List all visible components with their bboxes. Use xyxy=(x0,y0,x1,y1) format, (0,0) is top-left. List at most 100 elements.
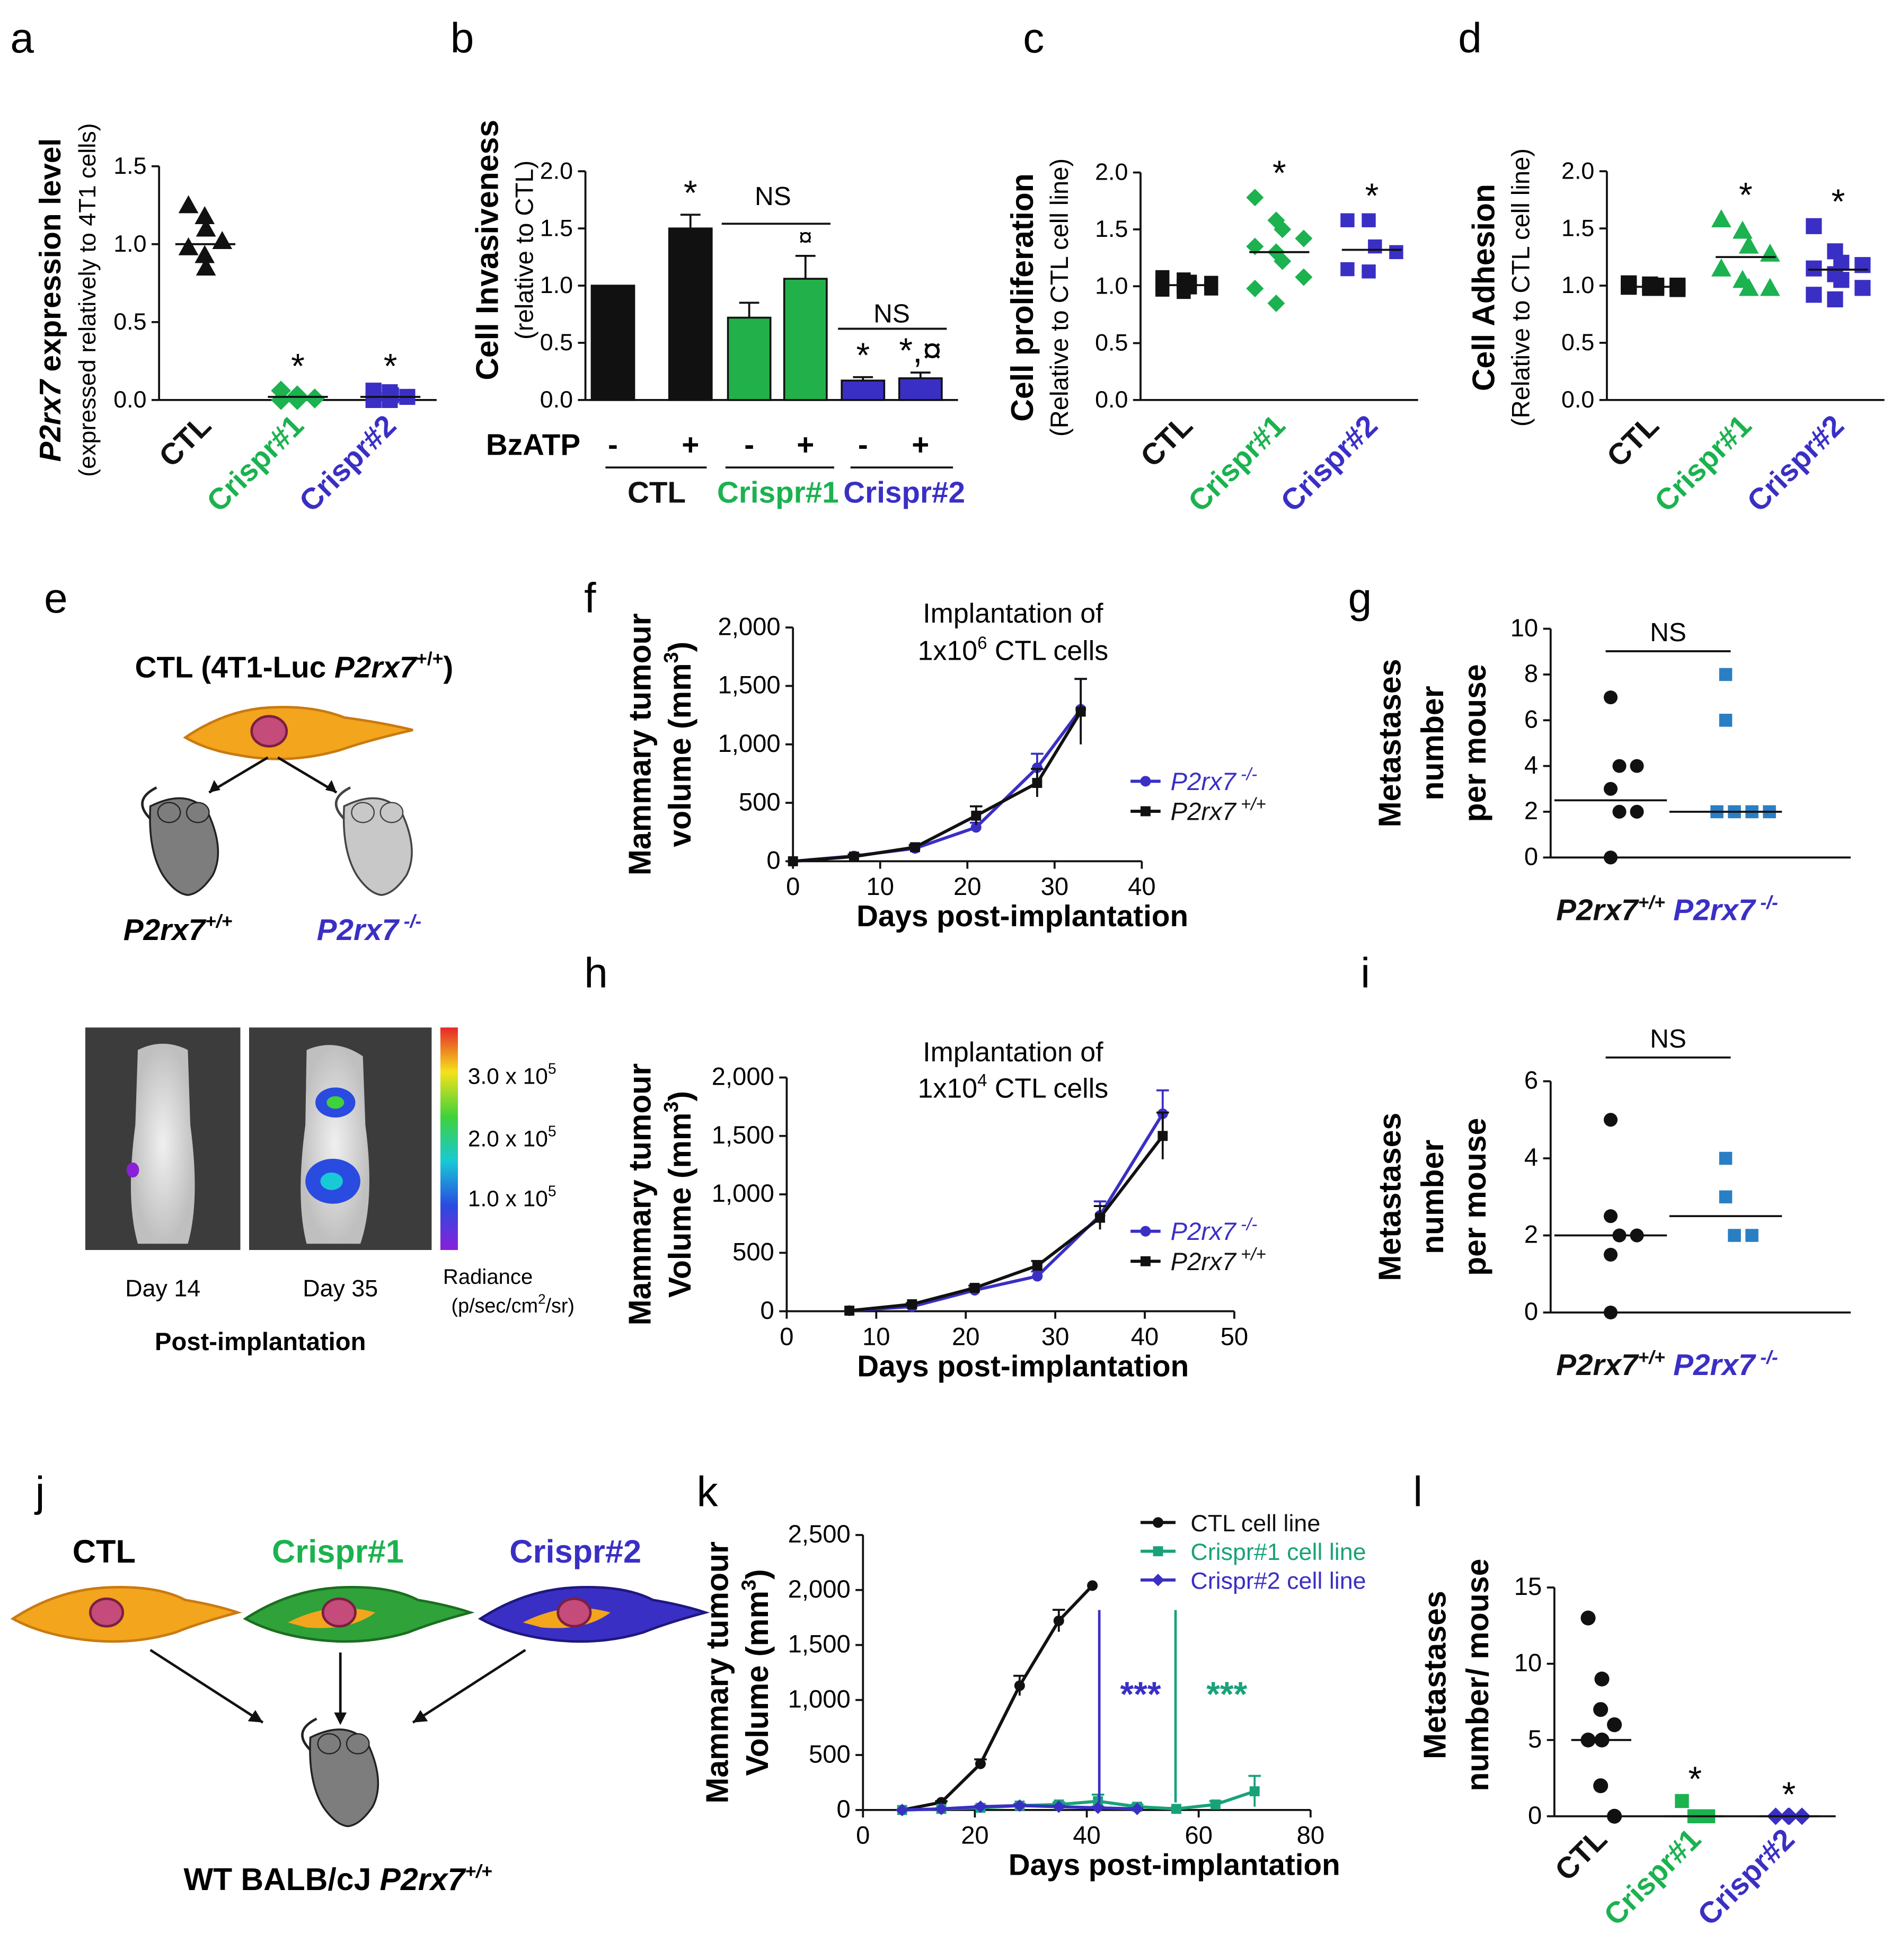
data-point xyxy=(195,206,215,224)
legend-marker xyxy=(1141,806,1151,817)
data-point xyxy=(1612,759,1627,773)
chart-i: Metastases number per mouse 0 2 4 6 P2rx7+/+ P2r… xyxy=(1373,1024,1851,1381)
bar xyxy=(727,316,772,401)
data-point xyxy=(1833,272,1850,288)
significance-star: * xyxy=(1782,1775,1796,1814)
y-tick-label: 0.0 xyxy=(113,386,146,413)
panel-label-g: g xyxy=(1348,574,1372,622)
annotation: Implantation of xyxy=(923,1036,1103,1067)
y-tick-label: 2.0 xyxy=(540,157,573,184)
scale-label-1: 1.0 x 105 xyxy=(468,1183,556,1211)
data-point xyxy=(1052,1800,1065,1813)
panel-label-c: c xyxy=(1023,14,1044,61)
legend-marker xyxy=(1141,1256,1151,1266)
legend-label: Crispr#1 cell line xyxy=(1190,1539,1366,1565)
significance-label: *** xyxy=(1120,1674,1161,1714)
data-point xyxy=(1738,278,1759,296)
group-label: Crispr#1 xyxy=(717,475,839,509)
data-point xyxy=(195,245,215,263)
data-point xyxy=(1603,782,1618,796)
y-tick-label: 2 xyxy=(1524,1220,1538,1248)
y-tick-label: 6 xyxy=(1524,1066,1538,1094)
x-tick-label: 20 xyxy=(952,1322,979,1350)
treatment-sign: - xyxy=(858,428,868,462)
post-implantation-label: Post-implantation xyxy=(155,1327,366,1355)
data-point xyxy=(844,1306,855,1316)
y-axis-subtitle: per mouse xyxy=(1458,1118,1492,1276)
y-tick-label: 2 xyxy=(1524,796,1538,824)
x-tick-label: 60 xyxy=(1185,1821,1212,1849)
data-point xyxy=(1267,294,1285,312)
treatment-sign: - xyxy=(608,428,618,462)
data-point xyxy=(849,852,859,862)
y-axis-subtitle: number xyxy=(1416,1140,1450,1254)
day35-label: Day 35 xyxy=(303,1275,378,1301)
y-tick-label: 0 xyxy=(1524,842,1538,870)
y-tick-label: 2,000 xyxy=(712,1062,774,1090)
radiance-units: (p/sec/cm2/sr) xyxy=(452,1292,575,1317)
data-point xyxy=(1648,280,1665,296)
data-point xyxy=(910,842,920,853)
y-tick-label: 1.5 xyxy=(113,153,146,179)
series-line xyxy=(902,1584,1094,1812)
series-line xyxy=(849,1134,1164,1312)
series-line xyxy=(792,711,1082,863)
chart-f: Mammary tumour volume (mm3) 0 500 1,000 1,500… xyxy=(623,598,1266,933)
y-axis-title: Metastases xyxy=(1373,1113,1408,1281)
y-tick-label: 1.5 xyxy=(1095,216,1128,242)
data-point xyxy=(1669,281,1686,297)
y-axis-subtitle: (relative to CTL) xyxy=(510,161,538,340)
mouse-icon-wt xyxy=(141,786,219,896)
y-axis-title: Metastases xyxy=(1373,659,1408,827)
y-tick-label: 6 xyxy=(1524,705,1538,733)
y-tick-label: 0 xyxy=(761,1296,774,1324)
data-point xyxy=(1032,1261,1042,1271)
y-tick-label: 1,500 xyxy=(718,671,781,699)
ns-label: NS xyxy=(1650,618,1686,647)
y-axis-title: Mammary tumour xyxy=(701,1541,735,1804)
data-point xyxy=(271,390,291,410)
panel-e-title: CTL (4T1-Luc P2rx7+/+) xyxy=(135,649,454,684)
data-point xyxy=(1246,280,1264,298)
y-tick-label: 15 xyxy=(1514,1572,1542,1600)
data-point xyxy=(1130,1803,1144,1815)
y-axis-title: Metastases xyxy=(1418,1591,1453,1759)
annotation: 1x104 CTL cells xyxy=(918,1070,1109,1103)
chart-h: Mammary tumour Volume (mm3)05001,0001,500… xyxy=(623,1036,1266,1382)
panel-label-f: f xyxy=(584,574,596,622)
data-point xyxy=(1340,262,1355,277)
significance-star: * xyxy=(1688,1759,1702,1798)
x-tick-label: 40 xyxy=(1073,1821,1100,1849)
bar xyxy=(668,227,713,401)
category-label: Crispr#2 xyxy=(1740,409,1850,518)
data-point xyxy=(1594,1671,1610,1687)
data-point xyxy=(1177,285,1191,299)
data-point xyxy=(178,237,199,255)
mouse-icon-balbc xyxy=(301,1717,379,1828)
legend-marker xyxy=(1140,776,1151,787)
y-tick-label: 1,000 xyxy=(788,1684,851,1713)
y-axis-subtitle: number/ mouse xyxy=(1461,1559,1495,1792)
y-axis-subtitle: (expressed relatively to 4T1 cells) xyxy=(74,123,101,476)
data-point xyxy=(1014,1680,1025,1691)
data-point xyxy=(1630,804,1644,819)
y-axis-title: Cell proliferation xyxy=(1005,173,1040,422)
y-tick-label: 500 xyxy=(809,1740,851,1768)
data-point xyxy=(1295,268,1313,286)
data-point xyxy=(1854,257,1871,273)
category-label: Crispr#2 xyxy=(293,409,402,518)
y-tick-label: 2.0 xyxy=(1561,157,1594,184)
data-point xyxy=(1087,1580,1098,1591)
y-tick-label: 2.0 xyxy=(1095,159,1128,185)
y-axis-title: Cell Adhesion xyxy=(1467,184,1501,391)
ns-label: NS xyxy=(873,299,910,329)
y-tick-label: 0.5 xyxy=(1561,329,1594,356)
data-point xyxy=(1603,1113,1618,1127)
day14-label: Day 14 xyxy=(125,1275,200,1301)
x-tick-label: 20 xyxy=(953,872,981,900)
data-point xyxy=(1013,1799,1026,1812)
legend-marker xyxy=(1153,1517,1164,1528)
data-point xyxy=(1095,1212,1106,1223)
arrow-ctl xyxy=(149,1648,264,1724)
